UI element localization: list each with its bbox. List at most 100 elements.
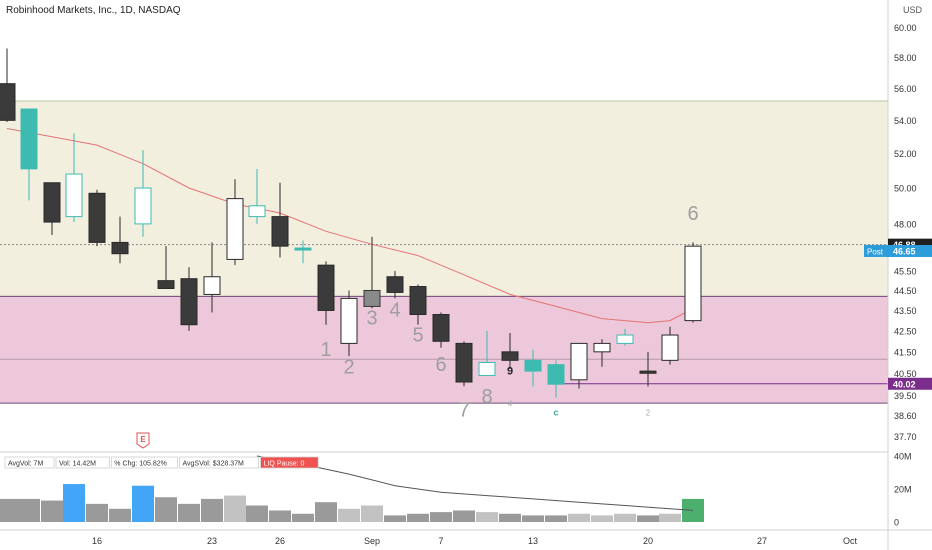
volume-tick-label: 20M [894, 485, 912, 495]
candle-body[interactable] [616, 334, 634, 344]
candle-body[interactable] [157, 280, 175, 289]
candle[interactable] [684, 242, 702, 323]
candle[interactable] [111, 216, 129, 264]
candle[interactable] [524, 349, 542, 387]
candle-body[interactable] [639, 370, 657, 374]
candle[interactable] [294, 240, 312, 264]
candle[interactable] [478, 330, 496, 376]
support-price-badge: 40.02 [893, 379, 916, 389]
time-tick-label: 26 [275, 536, 285, 546]
symbol-title[interactable]: Robinhood Markets, Inc., 1D, NASDAQ [6, 5, 181, 16]
candle[interactable] [248, 168, 266, 224]
candle-body[interactable] [203, 276, 221, 295]
volume-stats: AvgVol: 7M Vol: 14.42M % Chg: 105.82% AvgSV… [4, 456, 319, 469]
price-axis[interactable]: 60.00 58.00 56.00 54.00 52.00 50.00 48.00 45.50… [864, 23, 932, 442]
count-label: 3 [366, 308, 377, 330]
volume-stat-box [4, 456, 55, 469]
volume-bar [659, 513, 681, 522]
volume-bar [269, 510, 291, 522]
candle-body[interactable] [294, 247, 312, 251]
candle[interactable] [180, 267, 198, 331]
count-label: 7 [458, 400, 469, 422]
candle[interactable] [432, 312, 450, 348]
price-tick-label: 43.50 [894, 306, 917, 316]
volume-stat-label: AvgVol: 7M [8, 461, 43, 468]
candle-body[interactable] [340, 297, 358, 344]
candle[interactable] [570, 342, 588, 389]
volume-bar [292, 513, 314, 522]
candle-body[interactable] [317, 264, 335, 311]
time-tick-label: 27 [757, 536, 767, 546]
candle[interactable] [616, 328, 634, 346]
candle[interactable] [157, 246, 175, 289]
count-label: 8 [481, 386, 492, 408]
price-tick-label: 41.50 [894, 347, 917, 357]
candle-body[interactable] [0, 83, 16, 121]
candle-body[interactable] [65, 173, 83, 218]
volume-tick-label: 0 [894, 518, 899, 528]
candle[interactable] [409, 284, 427, 325]
candle-body[interactable] [501, 351, 519, 361]
candle[interactable] [0, 48, 16, 122]
count-label: 4 [508, 399, 513, 408]
candle-body[interactable] [524, 359, 542, 372]
candle[interactable] [386, 270, 404, 299]
candle[interactable] [226, 179, 244, 266]
time-tick-label: 16 [92, 536, 102, 546]
candle[interactable] [455, 341, 473, 387]
volume-stat-box [179, 456, 259, 469]
candle-body[interactable] [271, 216, 289, 247]
candle-body[interactable] [20, 108, 38, 170]
candle[interactable] [65, 133, 83, 223]
candle[interactable] [134, 150, 152, 237]
price-tick-label: 38.60 [894, 411, 917, 421]
candle[interactable] [88, 189, 106, 247]
candle-body[interactable] [409, 286, 427, 315]
candle[interactable] [317, 261, 335, 325]
candle-body[interactable] [593, 342, 611, 353]
volume-bar [41, 500, 63, 522]
candle[interactable] [271, 182, 289, 258]
candle[interactable] [203, 242, 221, 313]
candle-body[interactable] [386, 276, 404, 293]
time-axis[interactable]: 16 23 26 Sep 7 13 20 27 Oct [92, 536, 858, 546]
candle-body[interactable] [684, 245, 702, 322]
candle-body[interactable] [661, 334, 679, 361]
candle-body[interactable] [478, 361, 496, 376]
volume-stat-label: AvgSVol: $328.37M [183, 461, 245, 468]
candle-body[interactable] [432, 313, 450, 342]
candle[interactable] [593, 339, 611, 367]
volume-bar [315, 502, 337, 522]
candle-body[interactable] [547, 364, 565, 385]
candle-body[interactable] [88, 192, 106, 243]
candle-body[interactable] [111, 241, 129, 255]
volume-layer: 40M 20M 0 [0, 452, 912, 528]
candles-layer[interactable] [0, 48, 702, 398]
candle-body[interactable] [134, 187, 152, 225]
candle[interactable] [639, 351, 657, 387]
volume-bar [637, 515, 659, 522]
candle-body[interactable] [570, 342, 588, 381]
candle[interactable] [340, 290, 358, 357]
candle-body[interactable] [180, 278, 198, 326]
time-tick-label: Oct [843, 536, 858, 546]
candle[interactable] [20, 108, 38, 201]
candle[interactable] [661, 326, 679, 365]
volume-bar [201, 498, 223, 522]
candle-body[interactable] [248, 205, 266, 218]
volume-stat-label: LIQ Pause: 0 [264, 461, 305, 468]
candle-body[interactable] [363, 289, 381, 307]
volume-bar [132, 485, 154, 522]
volume-bar [568, 513, 590, 522]
candle-body[interactable] [226, 198, 244, 260]
volume-bar [591, 515, 613, 522]
candle[interactable] [501, 332, 519, 369]
earnings-event-marker[interactable]: E [136, 432, 150, 449]
candle[interactable] [363, 236, 381, 309]
candle[interactable] [547, 360, 565, 398]
event-marker-shape[interactable] [136, 432, 150, 449]
candle-body[interactable] [43, 182, 61, 223]
candle[interactable] [43, 182, 61, 235]
candle-body[interactable] [455, 342, 473, 383]
